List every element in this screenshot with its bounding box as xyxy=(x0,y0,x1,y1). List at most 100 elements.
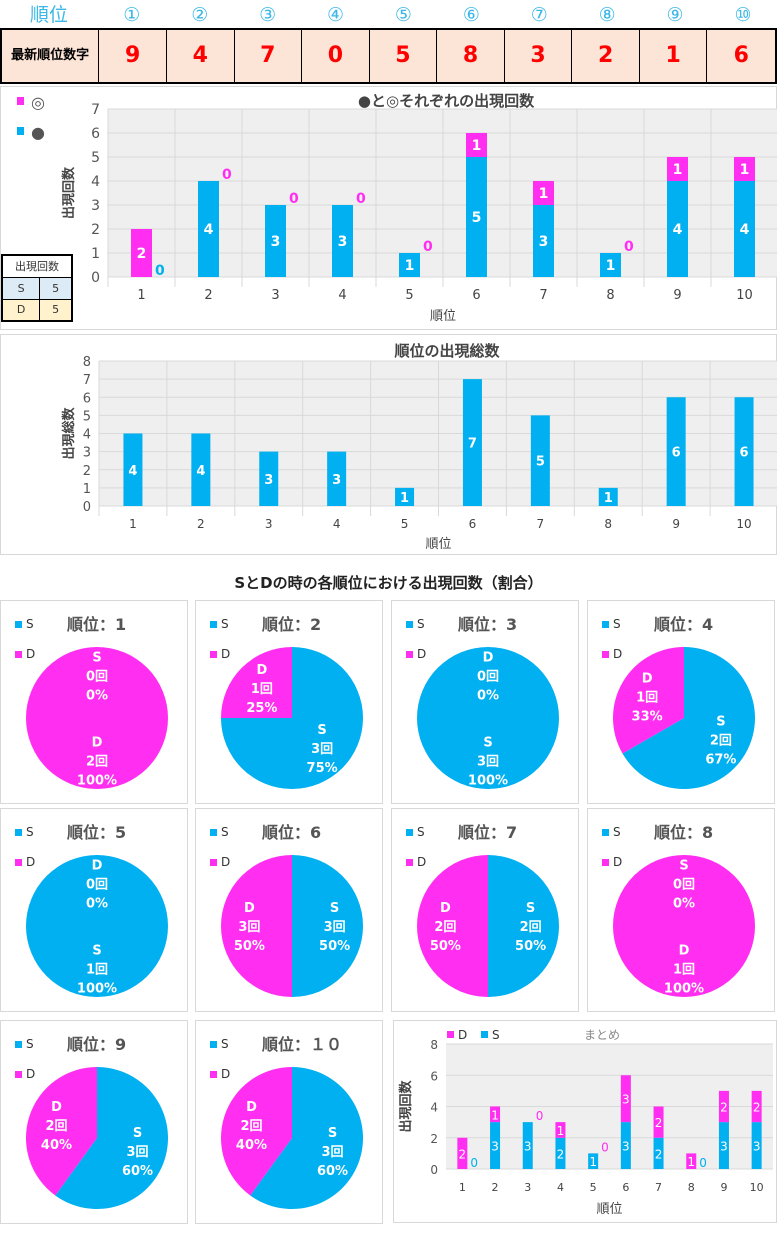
bar-●-6 xyxy=(466,157,487,277)
y-tick-label: 0 xyxy=(430,1163,438,1177)
data-label: 3 xyxy=(720,1140,728,1154)
bar-total-2 xyxy=(191,433,211,506)
legend-swatch xyxy=(17,97,24,105)
data-label: 1 xyxy=(491,1108,499,1122)
digit-cell[interactable]: 3 xyxy=(505,30,573,82)
pie-data-label: 100% xyxy=(468,774,508,789)
rank-6: ⑥ xyxy=(462,4,480,26)
digit-cell[interactable]: 5 xyxy=(370,30,438,82)
y-axis-title: 出現回数 xyxy=(398,1080,414,1133)
digit-cell[interactable]: 4 xyxy=(167,30,235,82)
data-label: 3 xyxy=(332,473,341,488)
latest-digits-row: 最新順位数字 9 4 7 0 5 8 3 2 1 6 xyxy=(0,30,777,84)
x-tick-label: 1 xyxy=(459,1181,466,1194)
pie-data-label: 100% xyxy=(77,774,117,789)
pie-slice-d xyxy=(221,647,292,718)
legend-d: D xyxy=(15,1067,35,1081)
bar-S-9 xyxy=(718,1122,729,1169)
digit-cell[interactable]: 1 xyxy=(640,30,708,82)
digit-cell[interactable]: 2 xyxy=(572,30,640,82)
bar-S-7 xyxy=(653,1137,664,1169)
pie-data-label: 75% xyxy=(307,761,338,776)
legend-s: S xyxy=(15,825,34,839)
pie-data-label: S xyxy=(526,901,535,916)
pie-data-label: S xyxy=(133,1126,142,1141)
pie-data-label: 60% xyxy=(122,1164,153,1179)
y-tick-label: 4 xyxy=(430,1101,438,1115)
legend-d: D xyxy=(210,1067,230,1081)
data-label: 1 xyxy=(472,138,482,154)
pie-data-label: 1回 xyxy=(86,963,108,978)
pie-data-label: 0% xyxy=(673,896,695,911)
rank-5: ⑤ xyxy=(394,4,412,26)
pie-data-label: D xyxy=(51,1100,62,1115)
pie-data-label: 0回 xyxy=(673,877,695,892)
bar-D-9 xyxy=(718,1090,729,1123)
pie-data-label: 3回 xyxy=(321,1145,343,1160)
data-label: 2 xyxy=(655,1147,663,1161)
y-tick-label: 2 xyxy=(91,222,100,238)
pie-slice-d xyxy=(26,647,168,789)
data-label: 4 xyxy=(196,464,205,479)
legend-s: S xyxy=(15,1037,34,1051)
legend-d: D xyxy=(406,647,426,661)
pie-chart-rank-7: S 2回 50% D 2回 50% 順位：7 S D xyxy=(391,808,579,1012)
pie-data-label: D xyxy=(256,663,267,678)
pie-section-title: SとDの時の各順位における出現回数（割合） xyxy=(234,574,543,592)
data-label: 2 xyxy=(753,1101,761,1115)
pie-data-label: S xyxy=(328,1126,337,1141)
bar-total-4 xyxy=(327,451,347,506)
pie-slice-d xyxy=(613,855,755,997)
x-tick-label: 2 xyxy=(197,517,205,531)
y-tick-label: 2 xyxy=(83,464,91,479)
pie-chart-rank-5: S 1回 100% D 0回 0% 順位：5 S D xyxy=(0,808,188,1012)
pie-data-label: 0% xyxy=(477,688,499,703)
pie-chart-rank-4: S 2回 67% D 1回 33% 順位：4 S D xyxy=(587,600,775,804)
chart-panel-marks: 0 1 2 3 4 5 6 7 0 2 1 4 0 2 3 0 3 3 0 4 1 0 5 5 1 6 3 1 7 1 0 8 4 1 9 4 1 10 ●… xyxy=(0,86,777,330)
bar-●-8 xyxy=(600,253,621,277)
data-label-zero: 0 xyxy=(155,263,165,279)
pie-data-label: S xyxy=(716,714,725,729)
data-label: 3 xyxy=(539,234,549,250)
data-label-zero: 0 xyxy=(699,1156,707,1170)
bar-◎-10 xyxy=(734,157,755,181)
digit-cell[interactable]: 6 xyxy=(733,43,749,68)
data-label: 2 xyxy=(459,1147,467,1161)
pie-title: 順位：5 xyxy=(67,823,127,842)
pie-slice-s xyxy=(417,647,559,789)
data-label-zero: 0 xyxy=(536,1109,544,1123)
digit-cell[interactable]: 9 xyxy=(99,30,167,82)
legend-s: S xyxy=(406,825,425,839)
y-tick-label: 4 xyxy=(91,174,100,190)
chart-panel-totals: 0 1 2 3 4 5 6 7 8 4 1 4 2 3 3 3 4 1 5 7 6 5 7 1 8 6 9 6 10 順位の出現総数 順位 出… xyxy=(0,334,777,555)
rank-7: ⑦ xyxy=(530,4,548,26)
data-label-zero: 0 xyxy=(423,239,433,255)
x-tick-label: 7 xyxy=(537,517,545,531)
legend-d: D xyxy=(602,647,622,661)
bar-D-10 xyxy=(751,1090,762,1123)
digit-cell[interactable]: 0 xyxy=(302,30,370,82)
table-key: S xyxy=(1,276,41,300)
pie-chart-rank-3: S 3回 100% D 0回 0% 順位：3 S D xyxy=(391,600,579,804)
legend-swatch xyxy=(447,1031,454,1038)
legend-d: D xyxy=(15,855,35,869)
data-label: 3 xyxy=(271,234,281,250)
bar-◎-9 xyxy=(667,157,688,181)
rank-label: 順位 xyxy=(29,4,68,26)
rank-10: ⑩ xyxy=(734,4,752,26)
data-label: 6 xyxy=(672,446,681,461)
chart-title: ●と◎それぞれの出現回数 xyxy=(358,92,535,110)
digit-cell[interactable]: 8 xyxy=(437,30,505,82)
x-tick-label: 5 xyxy=(401,517,409,531)
digit-cell[interactable]: 7 xyxy=(235,30,303,82)
marks-stacked-bar-chart: 012345670214023033041055163171084194110●… xyxy=(17,92,777,324)
data-label: 1 xyxy=(400,491,409,506)
pie-title: 順位：4 xyxy=(654,615,714,634)
data-label: 4 xyxy=(740,222,750,238)
data-label: 6 xyxy=(740,446,749,461)
bar-●-5 xyxy=(399,253,420,277)
x-tick-label: 3 xyxy=(524,1181,531,1194)
pie-slice-s xyxy=(26,855,168,997)
bar-S-2 xyxy=(490,1122,501,1169)
